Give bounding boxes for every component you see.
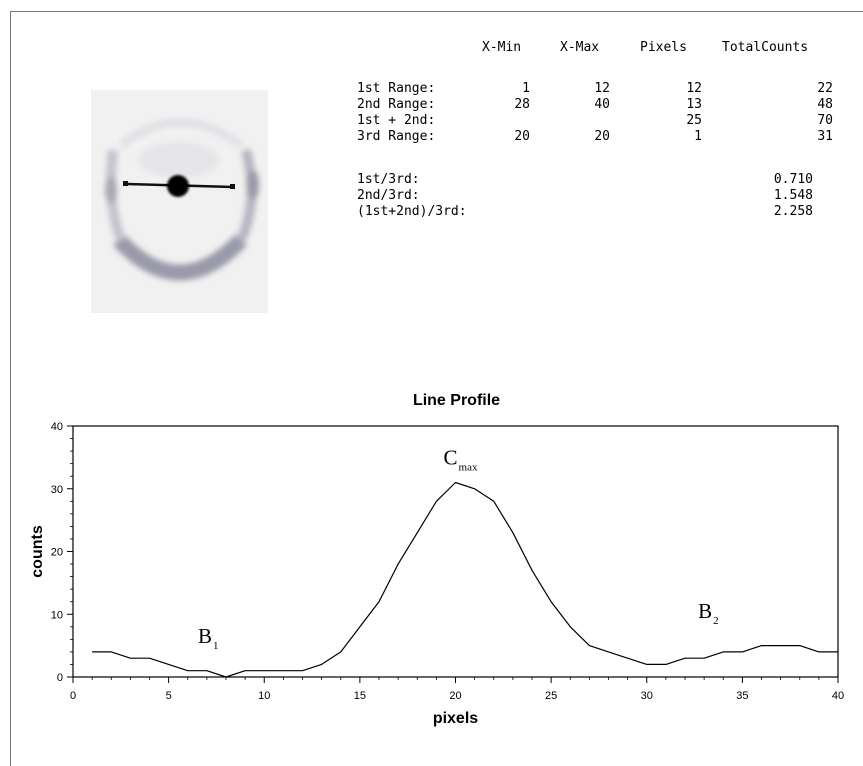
- row-pixels: 25: [686, 113, 702, 128]
- x-tick-label: 20: [449, 690, 461, 702]
- row-total: 22: [817, 81, 833, 96]
- annotation-label: B1: [198, 624, 219, 652]
- row-pixels: 13: [686, 97, 702, 112]
- header-pixels: Pixels: [640, 40, 687, 55]
- x-tick-label: 25: [545, 690, 557, 702]
- y-tick-label: 40: [51, 421, 63, 433]
- row-xmin: 1: [522, 81, 530, 96]
- x-tick-label: 5: [166, 690, 172, 702]
- x-tick-label: 40: [832, 690, 844, 702]
- series-line: [92, 481, 838, 678]
- x-axis-label: pixels: [433, 710, 478, 727]
- page-frame-left: [10, 11, 11, 766]
- row-label: 2nd Range:: [357, 97, 436, 112]
- line-profile-chart: 0 5 10 15 20 25 30 35 40 0 10 20 30 40 pixels counts Cma…: [29, 421, 844, 727]
- ratio-value: 1.548: [773, 188, 813, 203]
- row-xmax: 12: [594, 81, 610, 96]
- row-pixels: 12: [686, 81, 702, 96]
- row-label: 3rd Range:: [357, 129, 436, 144]
- x-tick-label: 30: [641, 690, 653, 702]
- row-xmax: 20: [594, 129, 610, 144]
- scan-image: [91, 90, 268, 313]
- header-xmax: X-Max: [560, 40, 600, 55]
- y-tick-label: 20: [51, 547, 63, 559]
- header-totalcounts: TotalCounts: [722, 40, 809, 55]
- stats-table: X-Min X-Max Pixels TotalCounts 1st Range…: [0, 0, 863, 240]
- chart-title: Line Profile: [412, 392, 501, 409]
- row-xmin: 28: [514, 97, 530, 112]
- y-axis-label: counts: [29, 525, 46, 578]
- row-total: 48: [817, 97, 833, 112]
- ratio-label: 1st/3rd:: [357, 172, 420, 187]
- x-tick-label: 0: [70, 690, 76, 702]
- page-frame-top: [10, 11, 863, 12]
- row-xmin: 20: [514, 129, 530, 144]
- ratio-value: 2.258: [773, 204, 813, 219]
- y-tick-label: 0: [57, 672, 63, 684]
- row-xmax: 40: [594, 97, 610, 112]
- row-label: 1st + 2nd:: [357, 113, 436, 128]
- ratio-label: 2nd/3rd:: [357, 188, 420, 203]
- annotation-label: B2: [698, 599, 719, 627]
- row-pixels: 1: [694, 129, 702, 144]
- x-tick-label: 15: [354, 690, 366, 702]
- ratio-value: 0.710: [773, 172, 813, 187]
- annotation-label: Cmax: [444, 445, 478, 473]
- row-label: 1st Range:: [357, 81, 436, 96]
- header-xmin: X-Min: [482, 40, 522, 55]
- y-tick-label: 30: [51, 484, 63, 496]
- y-tick-label: 10: [51, 609, 63, 621]
- row-total: 70: [817, 113, 833, 128]
- x-tick-label: 35: [736, 690, 748, 702]
- ratio-label: (1st+2nd)/3rd:: [357, 204, 467, 219]
- row-total: 31: [817, 129, 833, 144]
- x-tick-label: 10: [258, 690, 270, 702]
